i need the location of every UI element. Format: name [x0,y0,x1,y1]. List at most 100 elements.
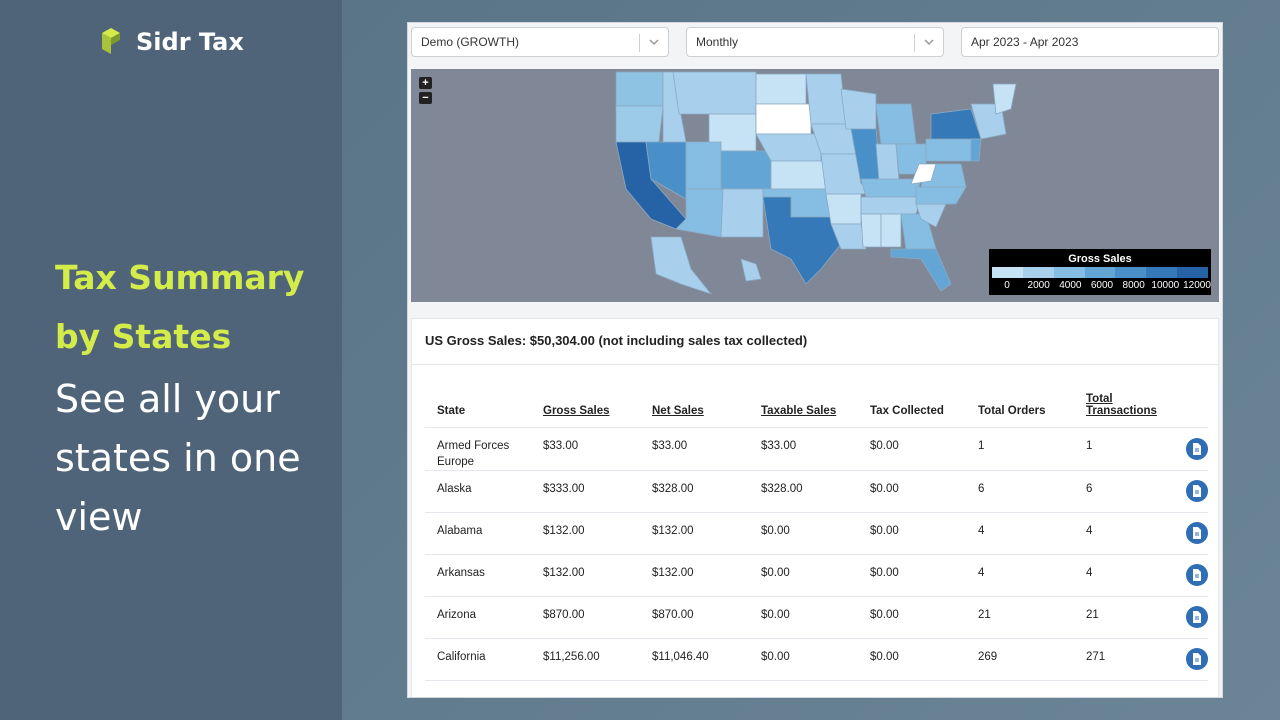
col-tax-collected: Tax Collected [858,383,966,428]
legend-swatch [1022,267,1054,278]
state-arizona [675,188,724,238]
gross-sales-cell: $870.00 [531,596,640,639]
document-icon [1193,611,1201,623]
view-report-button[interactable] [1186,606,1208,628]
legend-colorbar [992,267,1209,278]
col-total-orders: Total Orders [966,383,1074,428]
taxable-sales-cell: $0.00 [749,512,858,555]
period-select-value: Monthly [696,35,739,49]
col-state: State [425,383,531,428]
state-mississippi [860,213,882,248]
state-kansas [770,160,827,190]
state-south-dakota [755,103,812,135]
promo-headline: Tax Summary by States [55,258,305,356]
promo-subline: See all your states in one view [55,377,301,539]
brand-name: Sidr Tax [136,28,244,56]
tax-collected-cell: $0.00 [858,512,966,555]
total-orders-cell: 6 [966,470,1074,513]
row-actions [1164,427,1208,471]
tax-collected-cell: $0.00 [858,554,966,597]
document-icon [1193,485,1201,497]
document-icon [1193,653,1201,665]
app-window: Demo (GROWTH) Monthly Apr 2023 - Apr 202… [407,22,1223,698]
gross-sales-cell: $33.00 [531,427,640,471]
state-indiana [875,143,900,182]
account-select-value: Demo (GROWTH) [421,35,519,49]
legend-tick: 4000 [1059,280,1082,291]
date-range-value: Apr 2023 - Apr 2023 [971,35,1079,49]
legend-tick: 12000 [1183,280,1211,291]
state-cell: Alaska [425,470,531,513]
total-transactions-cell: 271 [1074,638,1164,681]
gross-sales-cell: $132.00 [531,554,640,597]
state-north-dakota [755,73,807,105]
zoom-out-button[interactable]: − [419,92,432,104]
legend-swatch [1146,267,1178,278]
total-orders-cell: 269 [966,638,1074,681]
zoom-in-button[interactable]: + [419,77,432,89]
state-washington [615,71,664,107]
net-sales-cell: $11,046.40 [640,638,749,681]
taxable-sales-cell: $33.00 [749,427,858,471]
view-report-button[interactable] [1186,437,1208,460]
states-table: State Gross Sales Net Sales Taxable Sale… [425,383,1208,681]
taxable-sales-cell: $0.00 [749,554,858,597]
state-maine [992,83,1017,115]
state-north-carolina [915,186,967,205]
row-actions [1164,512,1208,555]
col-total-transactions[interactable]: Total Transactions [1074,383,1164,428]
brand-logo: Sidr Tax [100,28,244,56]
tax-collected-cell: $0.00 [858,470,966,513]
sales-summary-card: US Gross Sales: $50,304.00 (not includin… [411,318,1219,697]
view-report-button[interactable] [1186,564,1208,586]
taxable-sales-cell: $328.00 [749,470,858,513]
state-oregon [615,105,664,143]
total-orders-cell: 4 [966,512,1074,555]
state-cell: California [425,638,531,681]
row-actions [1164,596,1208,639]
view-report-button[interactable] [1186,522,1208,544]
table-row: Arkansas $132.00 $132.00 $0.00 $0.00 4 4 [425,554,1208,597]
chevron-down-icon [649,39,659,46]
table-row: Arizona $870.00 $870.00 $0.00 $0.00 21 21 [425,596,1208,639]
state-cell: Arizona [425,596,531,639]
total-transactions-cell: 4 [1074,512,1164,555]
map-legend: Gross Sales 0 2000 4000 6000 8000 10000 12000 [989,249,1211,295]
legend-swatch [1084,267,1116,278]
promo-panel: Sidr Tax Tax Summary by States See all y… [0,0,342,720]
taxable-sales-cell: $0.00 [749,638,858,681]
view-report-button[interactable] [1186,648,1208,670]
gross-sales-cell: $132.00 [531,512,640,555]
date-range-input[interactable]: Apr 2023 - Apr 2023 [961,27,1219,57]
account-select[interactable]: Demo (GROWTH) [411,27,669,57]
net-sales-cell: $132.00 [640,512,749,555]
us-map[interactable]: + − [411,69,1219,302]
col-actions [1164,383,1208,428]
state-wisconsin [840,88,877,130]
state-montana [672,71,757,115]
state-cell: Alabama [425,512,531,555]
table-row: Alaska $333.00 $328.00 $328.00 $0.00 6 6 [425,470,1208,513]
state-alabama [880,213,902,248]
net-sales-cell: $132.00 [640,554,749,597]
table-row: Alabama $132.00 $132.00 $0.00 $0.00 4 4 [425,512,1208,555]
chevron-down-icon [924,39,934,46]
total-orders-cell: 1 [966,427,1074,471]
gross-sales-cell: $11,256.00 [531,638,640,681]
col-taxable-sales[interactable]: Taxable Sales [749,383,858,428]
select-separator [639,34,640,52]
period-select[interactable]: Monthly [686,27,944,57]
net-sales-cell: $328.00 [640,470,749,513]
state-cell: Armed Forces Europe [425,427,531,471]
col-net-sales[interactable]: Net Sales [640,383,749,428]
gross-sales-cell: $333.00 [531,470,640,513]
total-orders-cell: 4 [966,554,1074,597]
legend-swatch [1053,267,1085,278]
us-gross-sales-summary: US Gross Sales: $50,304.00 (not includin… [412,319,1218,365]
tax-collected-cell: $0.00 [858,596,966,639]
legend-ticks: 0 2000 4000 6000 8000 10000 12000 [989,280,1211,292]
state-minnesota [805,73,847,125]
col-gross-sales[interactable]: Gross Sales [531,383,640,428]
view-report-button[interactable] [1186,480,1208,502]
state-louisiana [830,223,867,250]
